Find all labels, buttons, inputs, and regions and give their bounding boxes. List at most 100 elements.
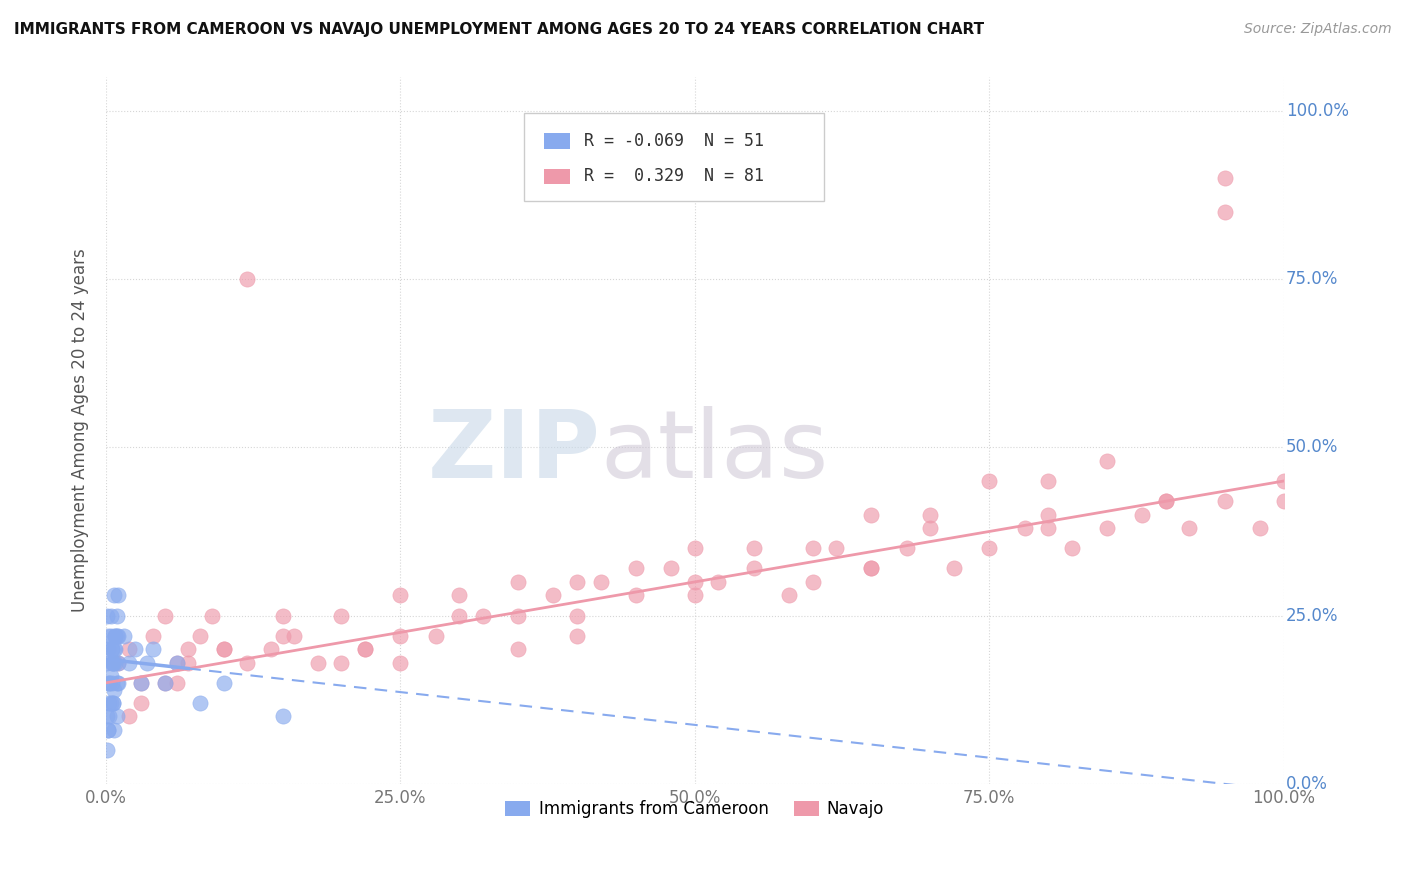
Point	[236, 272, 259, 286]
Point	[201, 608, 224, 623]
Point	[1154, 494, 1177, 508]
Point	[1213, 171, 1236, 186]
Point	[283, 629, 305, 643]
Point	[1095, 454, 1118, 468]
Point	[96, 743, 118, 757]
Point	[100, 608, 122, 623]
Point	[389, 629, 412, 643]
Point	[979, 541, 1001, 556]
Point	[177, 656, 200, 670]
Point	[260, 642, 283, 657]
Point	[1178, 521, 1201, 535]
Point	[129, 676, 152, 690]
Point	[107, 676, 129, 690]
Point	[1154, 494, 1177, 508]
Point	[271, 629, 294, 643]
Point	[103, 682, 125, 697]
Point	[354, 642, 377, 657]
Point	[1036, 508, 1059, 522]
Point	[624, 588, 647, 602]
Point	[330, 656, 353, 670]
Point	[389, 656, 412, 670]
Text: ZIP: ZIP	[427, 406, 600, 498]
Point	[742, 541, 765, 556]
Point	[101, 696, 124, 710]
Text: 75.0%: 75.0%	[1286, 270, 1339, 288]
Text: 50.0%: 50.0%	[1286, 438, 1339, 457]
Point	[188, 629, 211, 643]
Point	[449, 608, 471, 623]
Point	[212, 642, 235, 657]
Point	[101, 656, 124, 670]
Point	[212, 642, 235, 657]
Point	[96, 709, 118, 723]
Point	[508, 574, 530, 589]
Point	[101, 656, 124, 670]
Point	[1213, 494, 1236, 508]
Point	[104, 629, 127, 643]
Point	[136, 656, 159, 670]
Point	[589, 574, 612, 589]
Point	[1130, 508, 1153, 522]
Point	[1272, 494, 1295, 508]
Point	[118, 656, 141, 670]
Point	[683, 541, 706, 556]
Point	[104, 629, 127, 643]
Text: 25.0%: 25.0%	[1286, 607, 1339, 624]
Point	[100, 629, 122, 643]
Point	[101, 696, 124, 710]
Y-axis label: Unemployment Among Ages 20 to 24 years: Unemployment Among Ages 20 to 24 years	[72, 249, 89, 613]
Point	[942, 561, 965, 575]
Text: Source: ZipAtlas.com: Source: ZipAtlas.com	[1244, 22, 1392, 37]
Point	[118, 709, 141, 723]
Point	[166, 676, 188, 690]
Point	[778, 588, 800, 602]
Point	[97, 723, 120, 737]
Point	[508, 608, 530, 623]
Bar	[544, 169, 569, 184]
Point	[153, 676, 176, 690]
Point	[142, 642, 165, 657]
Point	[801, 574, 824, 589]
Point	[103, 723, 125, 737]
Point	[449, 588, 471, 602]
Text: R = -0.069  N = 51: R = -0.069 N = 51	[583, 132, 763, 150]
Point	[177, 642, 200, 657]
Text: R =  0.329  N = 81: R = 0.329 N = 81	[583, 168, 763, 186]
Point	[153, 608, 176, 623]
Point	[508, 642, 530, 657]
Point	[389, 588, 412, 602]
Point	[1249, 521, 1271, 535]
Point	[98, 696, 121, 710]
Text: IMMIGRANTS FROM CAMEROON VS NAVAJO UNEMPLOYMENT AMONG AGES 20 TO 24 YEARS CORREL: IMMIGRANTS FROM CAMEROON VS NAVAJO UNEMP…	[14, 22, 984, 37]
Point	[153, 676, 176, 690]
Point	[101, 642, 124, 657]
Point	[1014, 521, 1036, 535]
Point	[118, 642, 141, 657]
Point	[271, 709, 294, 723]
Point	[425, 629, 447, 643]
Point	[96, 656, 118, 670]
Point	[105, 676, 128, 690]
Point	[825, 541, 848, 556]
Point	[107, 629, 129, 643]
Point	[1036, 521, 1059, 535]
Point	[683, 588, 706, 602]
Point	[104, 642, 127, 657]
Point	[97, 723, 120, 737]
Bar	[544, 133, 569, 149]
Point	[124, 642, 146, 657]
Point	[97, 642, 120, 657]
Point	[97, 629, 120, 643]
Point	[166, 656, 188, 670]
Point	[107, 656, 129, 670]
Point	[1036, 474, 1059, 488]
Text: 0.0%: 0.0%	[1286, 775, 1327, 793]
Point	[104, 656, 127, 670]
Text: atlas: atlas	[600, 406, 828, 498]
Point	[107, 656, 129, 670]
Point	[101, 642, 124, 657]
Point	[471, 608, 494, 623]
Point	[860, 561, 883, 575]
Point	[103, 588, 125, 602]
